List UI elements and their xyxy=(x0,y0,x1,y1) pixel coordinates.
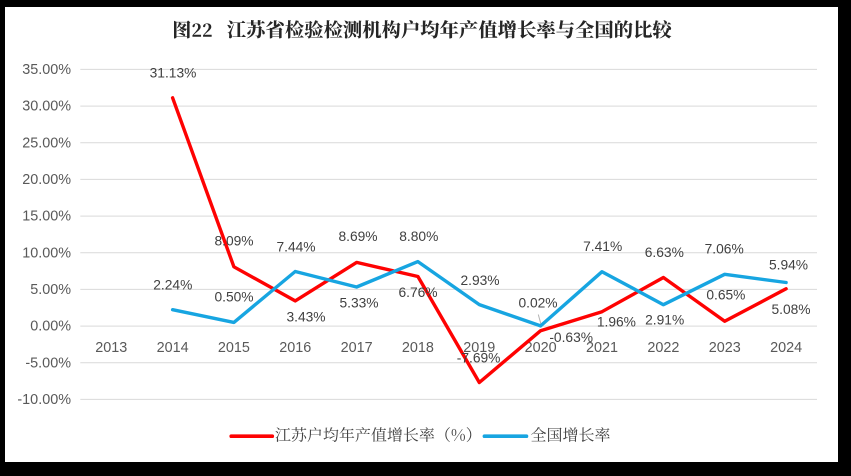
svg-text:2013: 2013 xyxy=(95,340,127,356)
svg-text:2018: 2018 xyxy=(402,340,434,356)
svg-text:2023: 2023 xyxy=(709,340,741,356)
svg-text:30.00%: 30.00% xyxy=(22,99,71,115)
svg-text:0.00%: 0.00% xyxy=(30,319,71,335)
svg-text:7.41%: 7.41% xyxy=(583,239,622,254)
svg-text:10.00%: 10.00% xyxy=(22,245,71,261)
svg-text:2.91%: 2.91% xyxy=(645,313,684,328)
svg-text:0.65%: 0.65% xyxy=(706,288,745,303)
svg-text:2024: 2024 xyxy=(770,340,802,356)
svg-text:2020: 2020 xyxy=(525,340,557,356)
svg-text:-0.63%: -0.63% xyxy=(549,330,593,345)
svg-text:15.00%: 15.00% xyxy=(22,209,71,225)
svg-text:5.00%: 5.00% xyxy=(30,282,71,298)
svg-text:-5.00%: -5.00% xyxy=(25,355,71,371)
svg-text:8.69%: 8.69% xyxy=(338,229,377,244)
svg-text:2014: 2014 xyxy=(157,340,189,356)
svg-text:5.33%: 5.33% xyxy=(339,296,378,311)
svg-text:2.93%: 2.93% xyxy=(460,273,499,288)
svg-text:20.00%: 20.00% xyxy=(22,172,71,188)
svg-text:7.06%: 7.06% xyxy=(705,241,744,256)
svg-text:8.09%: 8.09% xyxy=(214,234,253,249)
svg-text:2.24%: 2.24% xyxy=(153,278,192,293)
svg-text:7.44%: 7.44% xyxy=(276,239,315,254)
svg-text:35.00%: 35.00% xyxy=(22,62,71,78)
svg-text:31.13%: 31.13% xyxy=(150,66,197,81)
svg-text:2021: 2021 xyxy=(586,340,618,356)
svg-text:5.94%: 5.94% xyxy=(769,257,808,272)
svg-text:5.08%: 5.08% xyxy=(771,302,810,317)
svg-text:25.00%: 25.00% xyxy=(22,135,71,151)
svg-text:1.96%: 1.96% xyxy=(597,315,636,330)
svg-text:3.43%: 3.43% xyxy=(286,310,325,325)
svg-text:0.50%: 0.50% xyxy=(214,290,253,305)
svg-text:-10.00%: -10.00% xyxy=(17,392,71,408)
svg-text:6.76%: 6.76% xyxy=(398,285,437,300)
svg-text:-7.69%: -7.69% xyxy=(457,350,501,365)
svg-text:6.63%: 6.63% xyxy=(645,245,684,260)
svg-text:2015: 2015 xyxy=(218,340,250,356)
svg-text:2019: 2019 xyxy=(463,340,495,356)
svg-text:0.02%: 0.02% xyxy=(518,295,557,310)
svg-text:8.80%: 8.80% xyxy=(399,229,438,244)
svg-text:2016: 2016 xyxy=(279,340,311,356)
svg-text:2017: 2017 xyxy=(341,340,373,356)
svg-text:2022: 2022 xyxy=(647,340,679,356)
